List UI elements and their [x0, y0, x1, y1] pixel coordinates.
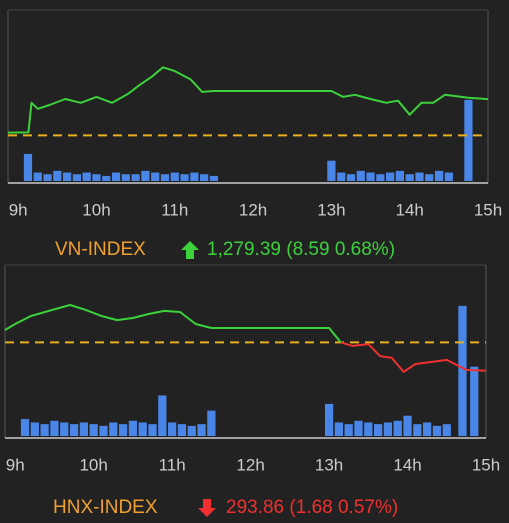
volume-bar — [53, 170, 62, 181]
volume-bar — [89, 424, 98, 436]
x-tick-label: 13h — [315, 455, 343, 474]
index-title: HNX-INDEX — [53, 497, 158, 518]
volume-bar — [30, 422, 39, 436]
volume-bar — [190, 172, 199, 181]
volume-bar — [423, 422, 432, 436]
index-summary: 1,279.39 (8.59 0.68%) — [207, 239, 395, 260]
volume-bar — [383, 422, 393, 436]
volume-bar — [141, 170, 150, 181]
x-tick-label: 14h — [393, 455, 421, 474]
volume-bar — [40, 424, 49, 436]
volume-bar — [434, 170, 444, 181]
volume-bar — [79, 422, 88, 436]
volume-bar — [207, 410, 216, 436]
volume-bar — [464, 99, 473, 181]
volume-bar — [177, 424, 187, 436]
volume-bar — [148, 424, 157, 436]
volume-bar — [138, 422, 147, 436]
volume-bar — [334, 422, 343, 436]
x-tick-label: 10h — [82, 200, 110, 219]
volume-bar — [324, 403, 334, 436]
volume-bar — [432, 425, 442, 436]
volume-bar — [69, 424, 79, 436]
volume-bar — [111, 172, 121, 181]
trend-arrow — [198, 499, 216, 517]
volume-bar — [395, 170, 405, 181]
index-line — [340, 341, 487, 373]
x-tick-label: 9h — [9, 200, 28, 219]
volume-bar — [82, 172, 91, 181]
volume-bar — [72, 174, 82, 181]
volume-bar — [50, 420, 59, 436]
volume-bar — [356, 170, 365, 181]
volume-bar — [337, 172, 346, 181]
x-tick-label: 12h — [236, 455, 264, 474]
volume-bar — [376, 174, 385, 181]
volume-bar — [405, 174, 414, 181]
volume-bar — [442, 424, 451, 436]
volume-bar — [344, 424, 353, 436]
volume-bar — [158, 395, 167, 436]
volume-bar — [187, 425, 196, 436]
volume-bar — [33, 172, 42, 181]
volume-bar — [180, 174, 189, 181]
volume-bar — [102, 175, 111, 181]
volume-bar — [366, 172, 375, 181]
x-tick-label: 14h — [396, 200, 424, 219]
x-tick-label: 10h — [79, 455, 107, 474]
x-tick-label: 9h — [6, 455, 25, 474]
volume-bar — [151, 172, 160, 181]
volume-bar — [160, 174, 170, 181]
volume-bar — [354, 420, 363, 436]
volume-bar — [43, 174, 52, 181]
volume-bar — [109, 422, 118, 436]
index-line — [4, 304, 342, 344]
volume-bar — [364, 422, 373, 436]
volume-bar — [23, 153, 33, 181]
volume-bar — [373, 424, 383, 436]
x-tick-label: 15h — [472, 455, 500, 474]
x-tick-label: 15h — [474, 200, 502, 219]
x-tick-label: 12h — [239, 200, 267, 219]
volume-bar — [425, 174, 434, 181]
volume-bar — [209, 175, 219, 181]
volume-bar — [118, 424, 128, 436]
volume-bar — [346, 174, 356, 181]
index-summary: 293.86 (1.68 0.57%) — [226, 497, 398, 518]
x-tick-label: 11h — [159, 455, 186, 474]
volume-bar — [444, 172, 453, 181]
volume-bar — [458, 305, 467, 436]
volume-bar — [131, 174, 140, 181]
volume-bar — [197, 424, 206, 436]
x-tick-label: 11h — [161, 200, 188, 219]
index-line — [7, 66, 489, 134]
volume-bar — [413, 424, 422, 436]
volume-bar — [386, 172, 395, 181]
volume-bar — [393, 420, 402, 436]
volume-bar — [99, 425, 108, 436]
volume-bar — [63, 172, 72, 181]
trend-arrow — [181, 241, 199, 259]
volume-bar — [121, 174, 130, 181]
volume-bar — [327, 160, 336, 181]
volume-bar — [92, 174, 101, 181]
volume-bar — [200, 174, 209, 181]
volume-bar — [168, 422, 177, 436]
volume-bar — [403, 415, 412, 436]
volume-bar — [128, 420, 138, 436]
x-tick-label: 13h — [317, 200, 345, 219]
volume-bar — [60, 422, 69, 436]
index-title: VN-INDEX — [55, 239, 146, 260]
volume-bar — [170, 172, 179, 181]
volume-bar — [20, 419, 30, 436]
volume-bar — [470, 366, 479, 436]
volume-bar — [415, 172, 424, 181]
